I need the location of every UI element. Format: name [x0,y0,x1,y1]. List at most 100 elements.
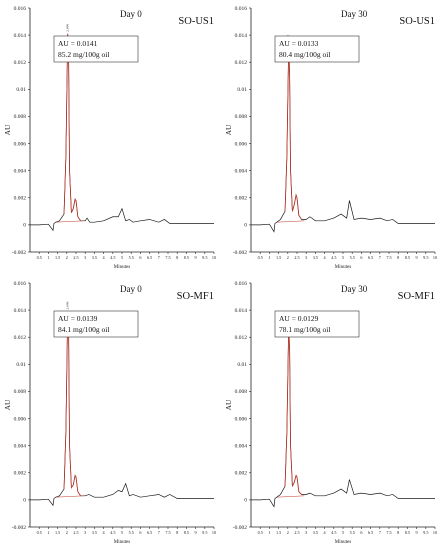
y-tick-label: 0 [244,498,247,504]
x-tick-label: 1 [47,530,49,535]
y-tick-label: 0.006 [14,416,27,422]
integrated-peak [284,325,302,495]
y-tick-label: 0.004 [235,443,248,449]
x-tick-label: 4.5 [331,530,336,535]
chart-svg: -0.002 0 0.002 0.004 0.006 0.008 0.01 0.012 0.01… [3,6,216,270]
x-tick-label: 5 [342,255,344,260]
x-tick-label: 8 [176,255,178,260]
x-tick-label: 5 [121,530,123,535]
annotation-concentration: 84.1 mg/100g oil [58,325,109,334]
annotation-concentration: 85.2 mg/100g oil [58,50,109,59]
x-tick-label: 7 [379,530,381,535]
x-tick-label: 3.5 [313,530,318,535]
y-tick-label: -0.002 [233,250,247,256]
peak-baseline [276,220,305,223]
y-tick-label: 0.004 [14,168,27,174]
x-tick-label: 9 [416,255,418,260]
y-tick-label: 0.016 [14,281,27,287]
chromatogram-panel-so-us1-day30: -0.002 0 0.002 0.004 0.006 0.008 0.01 0.012 0.01… [221,0,441,275]
x-tick-label: 0.5 [37,255,42,260]
x-tick-label: 4.5 [331,255,336,260]
x-tick-label: 6 [139,530,141,535]
x-tick-label: 2.5 [73,255,78,260]
sample-label: SO-MF1 [177,291,214,302]
x-tick-label: 10 [212,255,216,260]
x-tick-label: 5 [342,530,344,535]
y-tick-label: 0.01 [16,87,26,93]
x-tick-label: 4.5 [110,530,115,535]
peak-baseline [55,495,84,498]
x-tick-label: 7 [379,255,381,260]
x-tick-label: 8.5 [405,530,410,535]
x-tick-label: 6 [360,530,362,535]
chromatogram-trace [251,44,435,233]
y-tick-label: 0.012 [235,335,248,341]
annotation-au: AU = 0.0139 [58,314,98,323]
x-tick-label: 6 [139,255,141,260]
day-label: Day 0 [120,284,142,294]
x-tick-label: 1.5 [55,530,60,535]
y-tick-label: 0.002 [235,196,248,202]
chromatogram-panel-so-mf1-day0: -0.002 0 0.002 0.004 0.006 0.008 0.01 0.012 0.01… [0,275,220,550]
x-tick-label: 6 [360,255,362,260]
chart-svg: -0.002 0 0.002 0.004 0.006 0.008 0.01 0.012 0.01… [3,281,216,545]
annotation-au: AU = 0.0133 [279,39,319,48]
x-axis-label: Minutes [335,265,351,270]
y-tick-label: -0.002 [12,525,26,531]
chromatogram-trace [30,33,214,232]
x-tick-label: 1.5 [276,255,281,260]
x-tick-label: 9 [195,255,197,260]
x-axis-label: Minutes [335,540,351,545]
x-tick-label: 2.5 [73,530,78,535]
x-tick-label: 6.5 [147,530,152,535]
x-tick-label: 10 [433,255,437,260]
y-axis-label: AU [3,399,12,410]
y-tick-label: 0.012 [235,60,248,66]
annotation-concentration: 78.1 mg/100g oil [279,325,330,334]
sample-label: SO-US1 [399,16,435,27]
y-tick-label: 0.008 [235,114,248,120]
integrated-peak [284,44,302,220]
x-tick-label: 10 [433,530,437,535]
y-tick-label: 0.016 [235,281,248,287]
x-tick-label: 9 [416,530,418,535]
x-tick-label: 6.5 [368,255,373,260]
x-tick-label: 1 [268,255,270,260]
chromatogram-trace [251,325,435,508]
x-tick-label: 0.5 [258,255,263,260]
x-tick-label: 7 [158,530,160,535]
x-tick-label: 4 [324,530,327,535]
x-tick-label: 1.5 [276,530,281,535]
y-axis-label: AU [224,399,233,410]
x-tick-label: 1.5 [55,255,60,260]
y-axis-label: AU [224,124,233,135]
y-tick-label: 0.004 [235,168,248,174]
x-tick-label: 3 [305,530,307,535]
x-tick-label: 9.5 [202,255,207,260]
integrated-peak [63,311,81,497]
integrated-peak [63,33,81,222]
x-axis-label: Minutes [114,265,130,270]
y-tick-label: 0.014 [14,308,27,314]
x-tick-label: 2 [287,255,289,260]
annotation-concentration: 80.4 mg/100g oil [279,50,330,59]
x-tick-label: 2 [287,530,289,535]
x-tick-label: 1 [47,255,49,260]
x-tick-label: 0.5 [37,530,42,535]
peak-retention-label: 2.098 [66,24,70,32]
x-tick-label: 4 [103,530,106,535]
y-tick-label: 0.002 [14,196,27,202]
y-tick-label: 0.008 [235,389,248,395]
x-tick-label: 8.5 [184,255,189,260]
x-tick-label: 9.5 [423,530,428,535]
day-label: Day 0 [120,9,142,19]
x-tick-label: 2 [66,530,68,535]
y-tick-label: -0.002 [233,525,247,531]
y-tick-label: 0.014 [235,308,248,314]
y-tick-label: 0.014 [14,33,27,39]
y-tick-label: 0.014 [235,33,248,39]
peak-retention-label: 2.098 [66,301,70,309]
y-tick-label: 0.016 [235,6,248,12]
sample-label: SO-MF1 [398,291,435,302]
annotation-au: AU = 0.0129 [279,314,319,323]
